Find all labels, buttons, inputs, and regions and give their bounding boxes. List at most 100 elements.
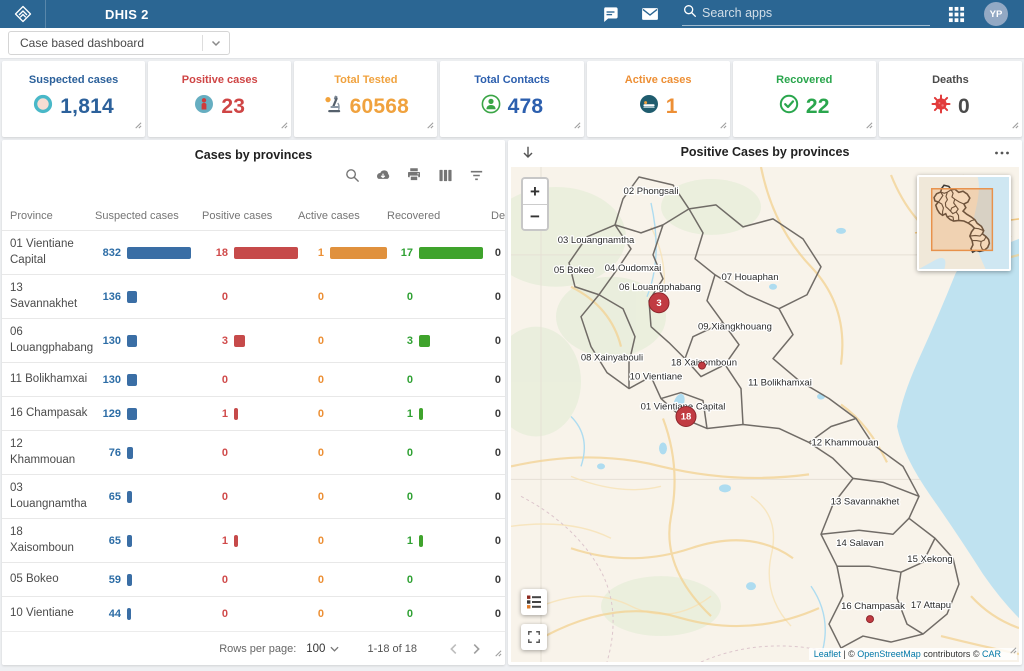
resize-handle-icon[interactable]: [864, 116, 873, 134]
data-bar-recovered: [419, 407, 423, 420]
data-bar-positive: [234, 407, 238, 420]
case-marker[interactable]: 3: [648, 292, 670, 314]
patient-bed-icon: [639, 94, 659, 119]
map-labels: 02 Phongsali 03 Louangnamtha 04 Oudomxai 05…: [553, 185, 954, 614]
filter-icon[interactable]: [467, 166, 485, 184]
card-positive-cases[interactable]: Positive cases 23: [148, 61, 292, 137]
resize-handle-icon[interactable]: [425, 116, 434, 134]
dhis2-logo[interactable]: [0, 0, 46, 28]
metric-cell-recovered: 0: [406, 607, 413, 620]
minimap-extent-rect[interactable]: [930, 188, 994, 252]
rows-per-page-select[interactable]: 100: [306, 643, 340, 655]
card-deaths[interactable]: Deaths 0: [878, 61, 1022, 137]
previous-page-icon[interactable]: [443, 638, 465, 660]
positive-person-icon: [194, 94, 214, 119]
province-label: 10 Vientiane: [630, 372, 683, 383]
resize-handle-icon[interactable]: [133, 116, 142, 134]
case-marker[interactable]: [866, 615, 874, 624]
apps-grid-icon[interactable]: [946, 4, 966, 24]
mail-icon[interactable]: [640, 4, 660, 24]
resize-handle-icon[interactable]: [279, 116, 288, 134]
messages-icon[interactable]: [600, 4, 620, 24]
province-name: 12 Khammouan: [10, 438, 76, 466]
column-header[interactable]: Recovered: [387, 210, 441, 222]
metric-cell-deaths: 0: [494, 334, 501, 347]
table-row[interactable]: 18 Xaisomboun 65 1 0 1 0: [2, 518, 505, 562]
zoom-out-button[interactable]: −: [523, 204, 547, 229]
print-icon[interactable]: [405, 166, 423, 184]
case-marker[interactable]: [698, 361, 706, 370]
map-sea: [897, 238, 1019, 619]
minimap-inset[interactable]: [917, 175, 1011, 271]
table-row[interactable]: 03 Louangnamtha 65 0 0 0 0: [2, 474, 505, 518]
user-avatar[interactable]: YP: [984, 2, 1008, 26]
check-circle-icon: [779, 94, 799, 119]
table-row[interactable]: 12 Khammouan 76 0 0 0 0: [2, 430, 505, 474]
chevron-down-icon[interactable]: [203, 37, 229, 49]
column-header[interactable]: Active cases: [298, 210, 360, 222]
app-title: DHIS 2: [105, 6, 149, 22]
zoom-in-button[interactable]: +: [523, 179, 547, 204]
province-label: 04 Oudomxai: [605, 263, 661, 274]
table-row[interactable]: 10 Vientiane 44 0 0 0 0: [2, 596, 505, 629]
table-row[interactable]: 11 Bolikhamxai 130 0 0 0 0: [2, 362, 505, 396]
resize-handle-icon[interactable]: [718, 116, 727, 134]
legend-button[interactable]: [521, 589, 547, 615]
table-row[interactable]: 05 Bokeo 59 0 0 0 0: [2, 562, 505, 596]
card-total-tested[interactable]: Total Tested 60568: [294, 61, 438, 137]
data-bar-suspected: [127, 534, 132, 547]
search-apps-input[interactable]: [698, 4, 930, 22]
metric-cell-active: 0: [317, 373, 324, 386]
metric-cell-active: 0: [317, 407, 324, 420]
column-header[interactable]: Deaths: [491, 210, 505, 222]
download-arrow-icon[interactable]: [520, 145, 536, 166]
province-label: 03 Louangnamtha: [558, 235, 635, 246]
province-name: 10 Vientiane: [10, 606, 74, 619]
card-value: 1,814: [60, 94, 114, 118]
metric-cell-deaths: 0: [494, 290, 501, 303]
more-options-icon[interactable]: [994, 143, 1010, 161]
metric-cell-positive: 0: [221, 490, 228, 503]
province-label: 16 Champasak: [841, 601, 905, 612]
provider-link[interactable]: CAR: [981, 649, 1001, 659]
column-header[interactable]: Positive cases: [202, 210, 273, 222]
card-recovered[interactable]: Recovered 22: [732, 61, 876, 137]
data-bar-suspected: [127, 607, 131, 620]
table-body: 01 Vientiane Capital 832 18 1 17 0 13 Savannak…: [2, 230, 505, 629]
card-suspected-cases[interactable]: Suspected cases 1,814: [2, 61, 146, 137]
resize-handle-icon[interactable]: [493, 644, 502, 662]
metric-cell-positive: 0: [221, 446, 228, 459]
card-total-contacts[interactable]: Total Contacts 478: [440, 61, 584, 137]
metric-cell-active: 0: [317, 534, 324, 547]
fullscreen-button[interactable]: [521, 624, 547, 650]
table-row[interactable]: 01 Vientiane Capital 832 18 1 17 0: [2, 230, 505, 274]
view-columns-icon[interactable]: [436, 166, 454, 184]
leaflet-link[interactable]: Leaflet: [813, 649, 841, 659]
resize-handle-icon[interactable]: [572, 116, 581, 134]
card-active-cases[interactable]: Active cases 1: [586, 61, 730, 137]
metric-cell-recovered: 0: [406, 373, 413, 386]
osm-link[interactable]: OpenStreetMap: [857, 649, 921, 659]
download-cloud-icon[interactable]: [374, 166, 392, 184]
table-row[interactable]: 06 Louangphabang 130 3 0 3 0: [2, 318, 505, 362]
column-header[interactable]: Province: [10, 210, 53, 222]
table-header-row: Province Suspected cases Positive cases …: [2, 202, 505, 230]
province-label: 08 Xainyabouli: [581, 353, 643, 364]
table-row[interactable]: 13 Savannakhet 136 0 0 0 0: [2, 274, 505, 318]
metric-cell-suspected: 130: [95, 334, 202, 347]
province-name: 11 Bolikhamxai: [10, 372, 88, 385]
resize-handle-icon[interactable]: [1010, 116, 1019, 134]
next-page-icon[interactable]: [465, 638, 487, 660]
dashboard-items-row: Cases by provinces Province Suspected ca…: [2, 140, 1022, 665]
search-icon[interactable]: [343, 166, 361, 184]
column-header[interactable]: Suspected cases: [95, 210, 179, 222]
metric-cell-recovered: 1: [387, 534, 491, 547]
map-canvas[interactable]: 02 Phongsali 03 Louangnamtha 04 Oudomxai 05…: [511, 167, 1019, 662]
case-marker[interactable]: 18: [675, 406, 697, 427]
metric-cell-recovered: 1: [387, 407, 491, 420]
dashboard-selector[interactable]: Case based dashboard: [8, 31, 231, 55]
metric-cell-recovered: 0: [406, 446, 413, 459]
resize-handle-icon[interactable]: [1008, 641, 1017, 659]
province-label: 15 Xekong: [907, 554, 952, 565]
table-row[interactable]: 16 Champasak 129 1 0 1 0: [2, 396, 505, 430]
